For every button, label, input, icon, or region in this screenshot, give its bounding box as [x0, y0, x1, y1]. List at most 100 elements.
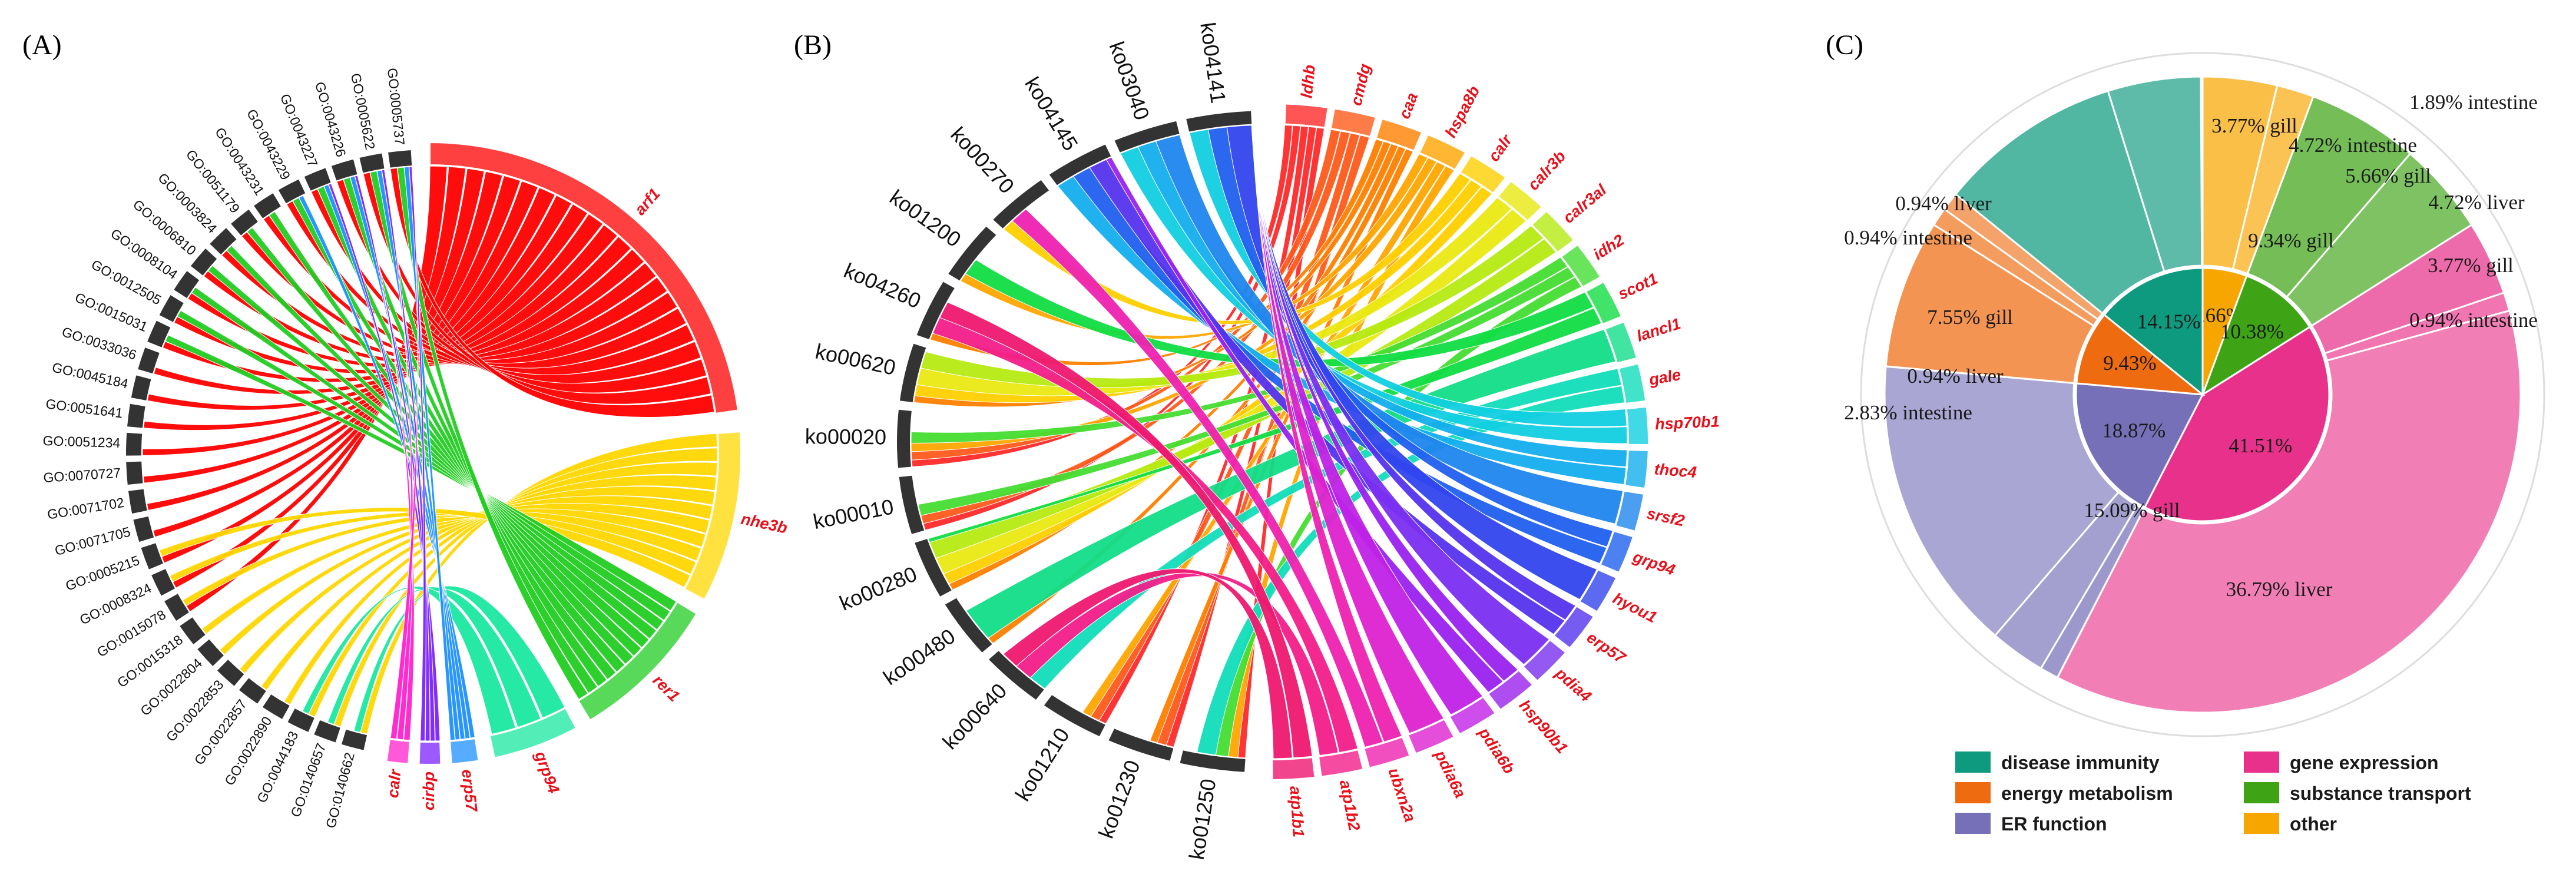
ribbon-srsf2-ko03040 [1155, 134, 1624, 524]
pathway-label-ko00620: ko00620 [813, 339, 898, 380]
pathway-label-ko01210: ko01210 [1011, 723, 1074, 805]
go-arc-12 [128, 489, 147, 514]
go-label-15: GO:0051641 [45, 396, 124, 421]
ribbon-atp1b1-ko00640 [1002, 568, 1293, 759]
outer-label-14: 3.77% gill [2211, 114, 2297, 137]
ribbon-arf1-28 [363, 172, 711, 405]
pathway-label-ko00270: ko00270 [946, 122, 1019, 198]
legend-swatch-substance-transport [2244, 782, 2279, 803]
go-arc-2 [287, 709, 314, 732]
go-arc-11 [133, 516, 154, 542]
panel-label-a: (A) [22, 29, 62, 61]
inner-slice-gene-expression [2143, 326, 2330, 522]
go-arc-17 [138, 347, 160, 374]
go-label-0: GO:0140662 [323, 751, 357, 830]
go-arc-18 [147, 320, 171, 347]
gene-label-srsf2: srsf2 [1645, 505, 1686, 530]
gene-arc-pdia4 [1522, 639, 1567, 682]
legend-swatch-disease-immunity [1955, 751, 1991, 773]
pathway-label-ko04141: ko04141 [1196, 21, 1230, 104]
ribbon-calr-29 [390, 166, 419, 740]
gene-label-atp1b1: atp1b1 [1286, 786, 1307, 838]
gene-arc-cmdg [1330, 108, 1377, 138]
pathway-label-ko01230: ko01230 [1094, 757, 1145, 842]
pathway-label-ko04145: ko04145 [1020, 72, 1083, 154]
gene-arc-atp1b1 [1272, 756, 1316, 780]
outer-slice-4 [1885, 223, 2095, 385]
gene-label-nhe3b: nhe3b [739, 510, 789, 537]
go-arc-1 [314, 720, 340, 743]
legend-label-substance-transport: substance transport [2290, 783, 2471, 804]
inner-label-energy-metabolism: 9.43% [2103, 352, 2156, 375]
go-arc-19 [159, 295, 184, 322]
gene-label-hyou1: hyou1 [1610, 590, 1660, 627]
inner-slice-energy-metabolism [2075, 313, 2206, 396]
pathway-label-ko01250: ko01250 [1184, 777, 1221, 862]
pathway-arc-ko00270 [993, 180, 1049, 229]
gene-arc-rer1 [577, 601, 697, 721]
go-label-28: GO:0005622 [348, 72, 378, 151]
pie-chart-categories: 5.66%10.38%41.51%18.87%9.43%14.15%4.72% … [1844, 52, 2545, 835]
gene-arc-cirbp [418, 741, 442, 766]
legend-label-disease-immunity: disease immunity [2001, 752, 2160, 773]
gene-arc-caa [1375, 118, 1423, 152]
pathway-arc-ko03040 [1114, 121, 1180, 153]
legend-swatch-other [2244, 813, 2279, 834]
inner-label-ER-function: 18.87% [2102, 419, 2166, 442]
go-label-17: GO:0033036 [60, 324, 138, 363]
gene-arc-calr [1459, 154, 1507, 194]
chord-diagram-go: arf1 nhe3b rer1 grp94 erp57 cirbp calr GO:01406… [42, 67, 789, 830]
gene-label-lancl1: lancl1 [1634, 314, 1683, 345]
ribbon-hsp70b1-ko03040 [1120, 146, 1628, 444]
gene-label-cmdg: cmdg [1347, 62, 1375, 107]
outer-slice-1 [1954, 90, 2166, 315]
pathway-label-ko01200: ko01200 [885, 185, 965, 252]
pathway-arc-ko01230 [1108, 729, 1174, 761]
pathway-arc-ko04145 [1049, 144, 1111, 186]
gene-label-rer1: rer1 [650, 671, 683, 705]
gene-arc-calr3b [1497, 180, 1543, 222]
gene-label-erp57: erp57 [458, 769, 481, 814]
ribbon-arf1-29 [390, 167, 715, 418]
gene-arc-ldhb [1284, 103, 1329, 128]
gene-label-calr: calr [384, 768, 405, 799]
go-arc-23 [231, 209, 258, 236]
go-arc-21 [190, 249, 217, 276]
ribbon-hsp70b1-ko04141 [1188, 129, 1627, 427]
ribbon-grp94-1 [327, 587, 541, 728]
gene-label-pdia6a: pdia6a [1431, 747, 1469, 801]
inner-label-disease-immunity: 14.15% [2137, 310, 2201, 333]
go-label-29: GO:0005737 [385, 67, 408, 146]
gene-arc-atp1b2 [1317, 749, 1364, 777]
gene-arc-ubxn2a [1363, 736, 1410, 769]
outer-label-11: 4.72% liver [2428, 191, 2525, 214]
go-arc-6 [197, 639, 224, 667]
outer-slice-8 [2056, 309, 2522, 714]
outer-slice-0 [2107, 75, 2203, 273]
go-label-14: GO:0051234 [42, 433, 121, 451]
gene-label-grp94: grp94 [1630, 548, 1677, 579]
gene-arc-thoc4 [1624, 449, 1649, 489]
pathway-arc-ko00620 [899, 343, 926, 402]
pathway-arc-ko00280 [915, 539, 952, 597]
legend-label-energy-metabolism: energy metabolism [2001, 783, 2173, 804]
go-label-11: GO:0071705 [53, 524, 132, 558]
gene-label-arf1: arf1 [631, 185, 664, 218]
go-arc-20 [174, 271, 200, 299]
go-arc-25 [278, 179, 306, 204]
gene-arc-grp94 [489, 707, 577, 759]
gene-label-pdia4: pdia4 [1552, 664, 1595, 705]
go-arc-27 [331, 159, 357, 181]
panel-label-b: (B) [794, 29, 832, 61]
outer-label-7: 15.09% gill [2084, 499, 2180, 522]
pathway-arc-ko04141 [1186, 111, 1252, 132]
ribbon-arf1-27 [336, 179, 707, 393]
go-arc-22 [210, 228, 237, 255]
go-arc-13 [126, 461, 143, 485]
pathway-label-ko00010: ko00010 [811, 494, 895, 534]
gene-label-hsp90b1: hsp90b1 [1516, 697, 1571, 757]
inner-label-gene-expression: 41.51% [2229, 434, 2292, 457]
go-label-1: GO:0140657 [287, 741, 329, 819]
go-arc-8 [164, 594, 189, 621]
gene-label-calr3b: calr3b [1524, 147, 1569, 194]
